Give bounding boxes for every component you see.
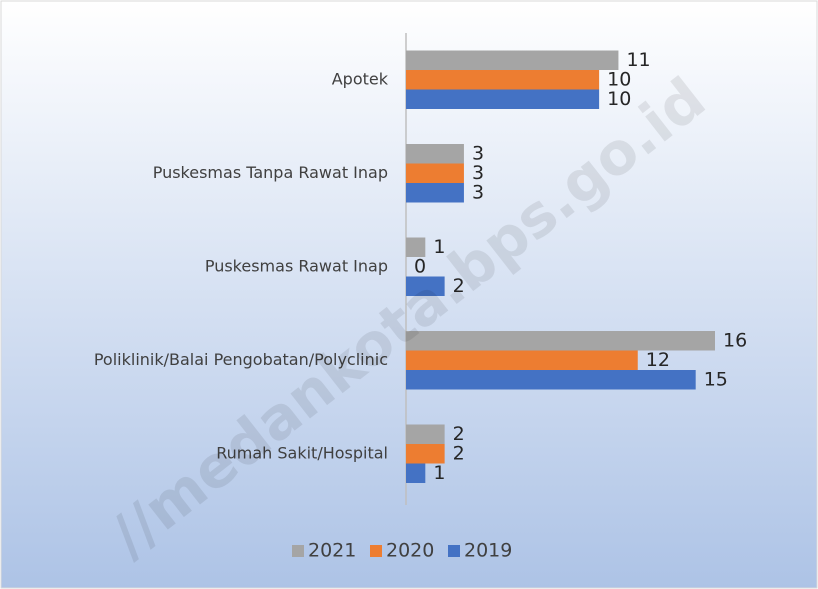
- category-label: Rumah Sakit/Hospital: [216, 443, 388, 462]
- bar: [406, 89, 600, 109]
- bar: [406, 276, 445, 296]
- value-label: 2: [453, 275, 465, 297]
- bar: [406, 331, 715, 351]
- value-label: 12: [646, 349, 670, 371]
- bar: [406, 350, 638, 370]
- bar: [406, 444, 445, 464]
- value-label: 10: [607, 68, 631, 90]
- bar: [406, 237, 426, 257]
- value-label: 16: [723, 329, 747, 351]
- bar: [406, 424, 445, 444]
- category-label: Puskesmas Rawat Inap: [205, 256, 388, 275]
- legend-label: 2019: [464, 540, 512, 562]
- legend-label: 2021: [308, 540, 356, 562]
- category-label: Puskesmas Tanpa Rawat Inap: [153, 163, 388, 182]
- value-label: 10: [607, 88, 631, 110]
- value-label: 1: [433, 236, 445, 258]
- bar: [406, 463, 426, 483]
- bar: [406, 163, 464, 183]
- value-label: 3: [472, 162, 484, 184]
- value-label: 3: [472, 181, 484, 203]
- legend-swatch: [370, 545, 382, 557]
- value-label: 15: [704, 368, 728, 390]
- bar: [406, 144, 464, 164]
- bar: [406, 70, 600, 90]
- value-label: 3: [472, 142, 484, 164]
- category-label: Poliklinik/Balai Pengobatan/Polyclinic: [94, 350, 388, 369]
- bar: [406, 370, 696, 390]
- value-label: 2: [453, 423, 465, 445]
- bar: [406, 50, 619, 70]
- bar: [406, 183, 464, 203]
- category-label: Apotek: [332, 69, 389, 88]
- legend-label: 2020: [386, 540, 434, 562]
- legend-swatch: [448, 545, 460, 557]
- value-label: 0: [414, 255, 426, 277]
- value-label: 2: [453, 442, 465, 464]
- value-label: 1: [433, 462, 445, 484]
- value-label: 11: [626, 49, 650, 71]
- legend-swatch: [292, 545, 304, 557]
